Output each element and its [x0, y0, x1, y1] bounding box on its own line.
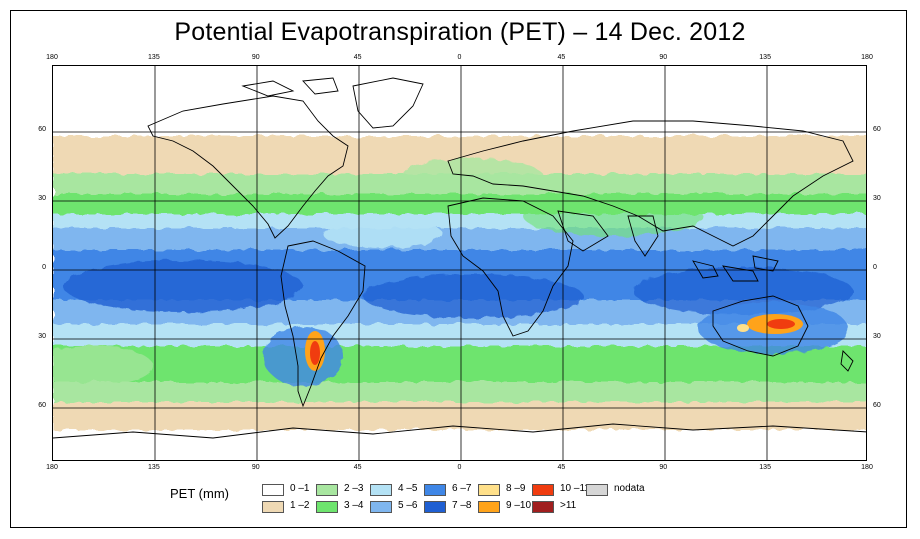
- legend-label: >11: [560, 500, 577, 511]
- latitude-tick-label: 0: [42, 264, 46, 271]
- legend-swatch: [478, 501, 500, 513]
- legend-swatch: [424, 484, 446, 496]
- legend-label: nodata: [614, 483, 645, 494]
- longitude-tick-label: 135: [148, 464, 160, 471]
- legend-swatch: [370, 484, 392, 496]
- longitude-tick-label: 45: [557, 464, 566, 471]
- legend-label: 1 –2: [290, 500, 310, 511]
- longitude-tick-label: 90: [659, 464, 668, 471]
- legend-swatch: [532, 484, 554, 496]
- longitude-tick-label: 90: [251, 464, 260, 471]
- pet-map-svg: [53, 66, 866, 460]
- longitude-tick-label: 90: [659, 54, 668, 61]
- longitude-tick-label: 135: [148, 54, 160, 61]
- legend-swatch: [478, 484, 500, 496]
- latitude-tick-label: 60: [873, 402, 881, 409]
- longitude-tick-label: 45: [557, 54, 566, 61]
- map-title: Potential Evapotranspiration (PET) – 14 …: [174, 18, 746, 46]
- pet-map: [52, 65, 867, 461]
- legend-swatch: [316, 484, 338, 496]
- latitude-tick-label: 0: [873, 264, 877, 271]
- legend-title: PET (mm): [170, 486, 229, 501]
- legend-swatch: [424, 501, 446, 513]
- legend-label: 4 –5: [398, 483, 418, 494]
- legend-swatch: [586, 484, 608, 496]
- legend-label: 8 –9: [506, 483, 526, 494]
- legend-swatch: [370, 501, 392, 513]
- legend-swatch: [532, 501, 554, 513]
- latitude-tick-label: 30: [38, 333, 46, 340]
- longitude-tick-label: 0: [457, 464, 462, 471]
- legend-label: 9 –10: [506, 500, 532, 511]
- longitude-tick-label: 180: [46, 464, 58, 471]
- legend-swatch: [262, 484, 284, 496]
- pet-bands: [53, 66, 866, 460]
- latitude-tick-label: 60: [873, 126, 881, 133]
- legend-swatch: [316, 501, 338, 513]
- coastlines: [53, 77, 866, 439]
- longitude-tick-label: 135: [759, 464, 771, 471]
- longitude-tick-label: 135: [759, 54, 771, 61]
- longitude-tick-label: 45: [353, 54, 362, 61]
- legend-label: 5 –6: [398, 500, 418, 511]
- legend-label: 3 –4: [344, 500, 364, 511]
- longitude-tick-label: 45: [353, 464, 362, 471]
- longitude-tick-label: 180: [861, 464, 873, 471]
- legend-label: 6 –7: [452, 483, 472, 494]
- legend-swatch: [262, 501, 284, 513]
- legend-label: 2 –3: [344, 483, 364, 494]
- latitude-tick-label: 30: [38, 195, 46, 202]
- latitude-tick-label: 30: [873, 195, 881, 202]
- longitude-tick-label: 0: [457, 54, 462, 61]
- latitude-tick-label: 60: [38, 126, 46, 133]
- legend-label: 7 –8: [452, 500, 472, 511]
- longitude-tick-label: 180: [46, 54, 58, 61]
- graticule: [53, 66, 866, 460]
- longitude-tick-label: 90: [251, 54, 260, 61]
- legend-label: 10 –11: [560, 483, 590, 494]
- latitude-tick-label: 30: [873, 333, 881, 340]
- latitude-tick-label: 60: [38, 402, 46, 409]
- longitude-tick-label: 180: [861, 54, 873, 61]
- legend-label: 0 –1: [290, 483, 310, 494]
